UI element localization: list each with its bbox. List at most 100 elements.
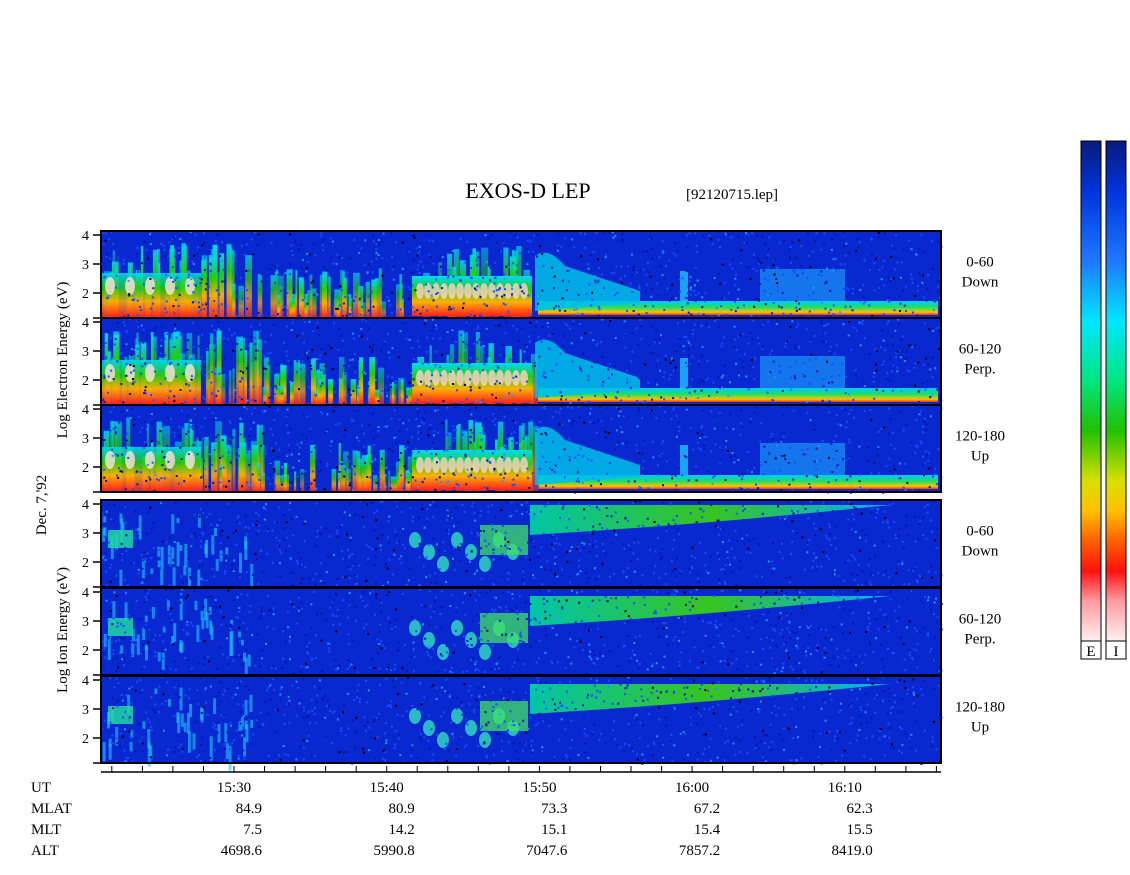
noise-speck — [335, 263, 338, 265]
noise-speck — [465, 483, 468, 486]
electron-burst — [319, 274, 327, 318]
noise-speck — [412, 649, 415, 651]
noise-speck — [897, 318, 899, 321]
noise-speck — [721, 386, 723, 389]
noise-speck — [910, 441, 913, 444]
noise-speck — [190, 577, 192, 580]
noise-speck — [658, 256, 661, 259]
noise-speck — [240, 398, 243, 401]
noise-speck — [367, 295, 370, 298]
noise-speck — [806, 541, 809, 544]
noise-speck — [381, 533, 384, 536]
noise-speck — [118, 638, 121, 641]
noise-speck — [366, 503, 369, 506]
noise-speck — [775, 668, 778, 671]
noise-speck — [752, 650, 755, 653]
noise-speck — [239, 433, 242, 436]
ion-speck — [250, 719, 254, 728]
noise-speck — [367, 385, 369, 388]
noise-speck — [526, 263, 529, 266]
noise-speck — [264, 508, 267, 511]
noise-speck — [718, 578, 721, 581]
noise-speck — [719, 446, 721, 449]
noise-speck — [298, 388, 300, 391]
noise-speck — [398, 418, 401, 421]
noise-speck — [569, 581, 572, 584]
noise-speck — [159, 430, 162, 433]
electron-hot-spot — [105, 451, 115, 469]
noise-speck — [476, 285, 479, 288]
noise-speck — [772, 399, 775, 402]
noise-speck — [213, 329, 216, 332]
noise-speck — [433, 610, 435, 613]
noise-speck — [117, 454, 119, 457]
noise-speck — [685, 397, 688, 400]
noise-speck — [834, 569, 836, 572]
noise-speck — [332, 304, 335, 307]
noise-speck — [696, 279, 699, 282]
noise-speck — [537, 335, 540, 338]
noise-speck — [502, 302, 505, 305]
noise-speck — [491, 608, 494, 611]
noise-speck — [769, 435, 772, 438]
noise-speck — [855, 329, 858, 332]
noise-speck — [184, 363, 187, 365]
noise-speck — [372, 343, 375, 346]
noise-speck — [922, 363, 925, 366]
noise-speck — [517, 658, 520, 661]
noise-speck — [114, 426, 117, 429]
electron-burst — [361, 455, 368, 492]
noise-speck — [631, 273, 634, 276]
noise-speck — [835, 269, 838, 272]
noise-speck — [260, 606, 263, 609]
noise-speck — [324, 352, 327, 355]
noise-speck — [365, 374, 368, 377]
noise-speck — [355, 619, 357, 622]
noise-speck — [442, 400, 445, 402]
noise-speck — [425, 384, 428, 387]
noise-speck — [657, 294, 660, 297]
noise-speck — [813, 522, 815, 525]
noise-speck — [845, 242, 848, 245]
electron-burst — [206, 350, 209, 405]
noise-speck — [812, 559, 815, 562]
noise-speck — [606, 407, 609, 409]
noise-speck — [803, 672, 806, 675]
noise-speck — [720, 590, 723, 593]
ion-speck — [219, 550, 223, 562]
noise-speck — [179, 388, 182, 391]
noise-speck — [261, 350, 264, 353]
noise-speck — [843, 608, 846, 611]
noise-speck — [326, 429, 329, 432]
noise-speck — [832, 590, 835, 593]
noise-speck — [491, 393, 494, 396]
noise-speck — [167, 460, 170, 463]
noise-speck — [601, 355, 604, 358]
noise-speck — [757, 487, 759, 490]
noise-speck — [190, 535, 193, 538]
noise-speck — [760, 422, 763, 425]
ion-speck — [142, 721, 146, 729]
noise-speck — [235, 315, 238, 318]
noise-speck — [101, 640, 104, 643]
noise-speck — [491, 528, 494, 531]
noise-speck — [927, 459, 930, 462]
noise-speck — [832, 458, 835, 460]
noise-speck — [394, 626, 397, 628]
noise-speck — [287, 360, 290, 363]
noise-speck — [125, 330, 128, 333]
noise-speck — [103, 647, 106, 650]
noise-speck — [579, 232, 582, 235]
noise-speck — [323, 372, 326, 375]
noise-speck — [387, 520, 390, 523]
noise-speck — [727, 539, 730, 542]
noise-speck — [900, 276, 902, 279]
noise-speck — [124, 591, 127, 594]
noise-speck — [493, 467, 496, 470]
noise-speck — [675, 515, 678, 517]
noise-speck — [160, 242, 163, 245]
noise-speck — [689, 276, 692, 279]
noise-speck — [673, 406, 676, 409]
noise-speck — [409, 507, 412, 510]
noise-speck — [927, 452, 930, 455]
